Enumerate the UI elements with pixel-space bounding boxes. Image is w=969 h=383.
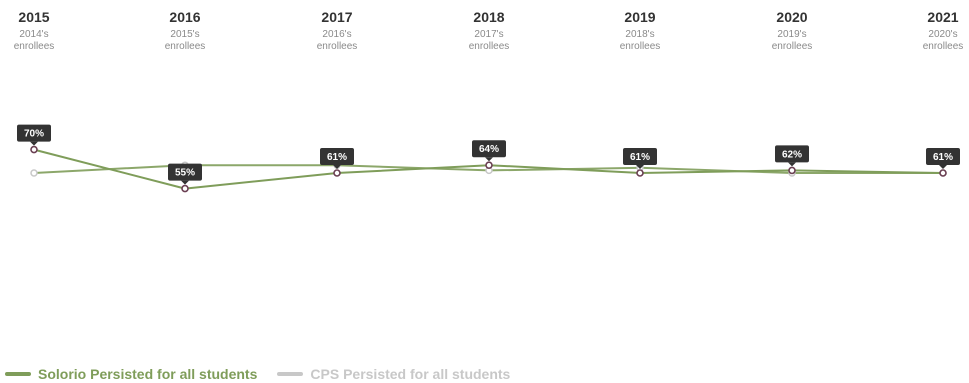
value-label-2017: 61% — [327, 152, 347, 163]
value-label-bg-2019 — [623, 148, 657, 165]
value-label-2015: 70% — [24, 129, 44, 140]
value-label-bg-2020 — [775, 145, 809, 163]
value-label-bg-2015 — [17, 124, 51, 142]
chart-legend: Solorio Persisted for all students CPS P… — [5, 366, 530, 382]
value-label-pointer-2015 — [30, 141, 38, 146]
legend-item-cps[interactable]: CPS Persisted for all students — [277, 366, 510, 382]
year-subtitle-2021-1: 2020's — [928, 29, 957, 40]
year-label-2020: 2020 — [776, 9, 807, 25]
value-label-pointer-2020 — [788, 162, 796, 167]
legend-swatch-solorio — [5, 372, 31, 376]
year-label-2019: 2019 — [624, 9, 655, 25]
cps-point-2015 — [30, 169, 38, 177]
value-label-2021: 61% — [933, 152, 953, 163]
solorio-point-2015 — [30, 145, 38, 154]
legend-item-solorio[interactable]: Solorio Persisted for all students — [5, 366, 257, 382]
year-label-2016: 2016 — [169, 9, 200, 25]
year-subtitle-2018-2: enrollees — [469, 41, 510, 52]
year-subtitle-2018-1: 2017's — [474, 29, 503, 40]
legend-label-cps: CPS Persisted for all students — [310, 366, 511, 382]
value-label-pointer-2018 — [485, 157, 493, 162]
value-label-2020: 62% — [782, 149, 802, 160]
year-subtitle-2019-1: 2018's — [625, 29, 654, 40]
solorio-point-2018 — [485, 161, 493, 169]
solorio-point-2020 — [788, 166, 796, 175]
year-subtitle-2020-1: 2019's — [777, 29, 806, 40]
legend-swatch-cps — [277, 372, 304, 376]
year-subtitle-2015-2: enrollees — [14, 41, 55, 52]
year-subtitle-2021-2: enrollees — [923, 41, 964, 52]
value-label-pointer-2019 — [636, 165, 644, 169]
value-label-bg-2017 — [320, 148, 354, 165]
solorio-point-2019 — [636, 169, 644, 177]
value-label-2016: 55% — [175, 168, 195, 179]
solorio-point-2017 — [333, 169, 341, 177]
year-label-2018: 2018 — [473, 9, 504, 25]
value-label-2018: 64% — [479, 144, 499, 155]
year-label-2017: 2017 — [321, 9, 352, 25]
year-subtitle-2016-2: enrollees — [165, 41, 206, 52]
value-label-pointer-2021 — [939, 165, 947, 169]
solorio-point-2016 — [181, 184, 189, 193]
year-subtitle-2017-2: enrollees — [317, 41, 358, 52]
solorio-point-2021 — [939, 169, 947, 177]
year-label-2015: 2015 — [18, 9, 49, 25]
value-label-pointer-2016 — [181, 180, 189, 185]
year-subtitle-2019-2: enrollees — [620, 41, 661, 52]
year-subtitle-2015-1: 2014's — [19, 29, 48, 40]
value-label-bg-2016 — [168, 163, 202, 181]
year-label-2021: 2021 — [927, 9, 958, 25]
year-subtitle-2016-1: 2015's — [170, 29, 199, 40]
value-label-pointer-2017 — [333, 165, 341, 169]
value-label-2019: 61% — [630, 152, 650, 163]
value-label-bg-2021 — [926, 148, 960, 165]
year-subtitle-2020-2: enrollees — [772, 41, 813, 52]
legend-label-solorio: Solorio Persisted for all students — [38, 366, 258, 382]
value-label-bg-2018 — [472, 140, 506, 158]
year-subtitle-2017-1: 2016's — [322, 29, 351, 40]
